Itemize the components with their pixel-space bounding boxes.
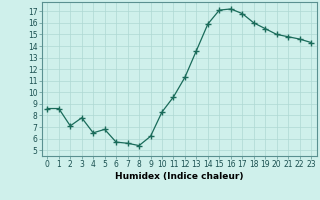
X-axis label: Humidex (Indice chaleur): Humidex (Indice chaleur) bbox=[115, 172, 244, 181]
